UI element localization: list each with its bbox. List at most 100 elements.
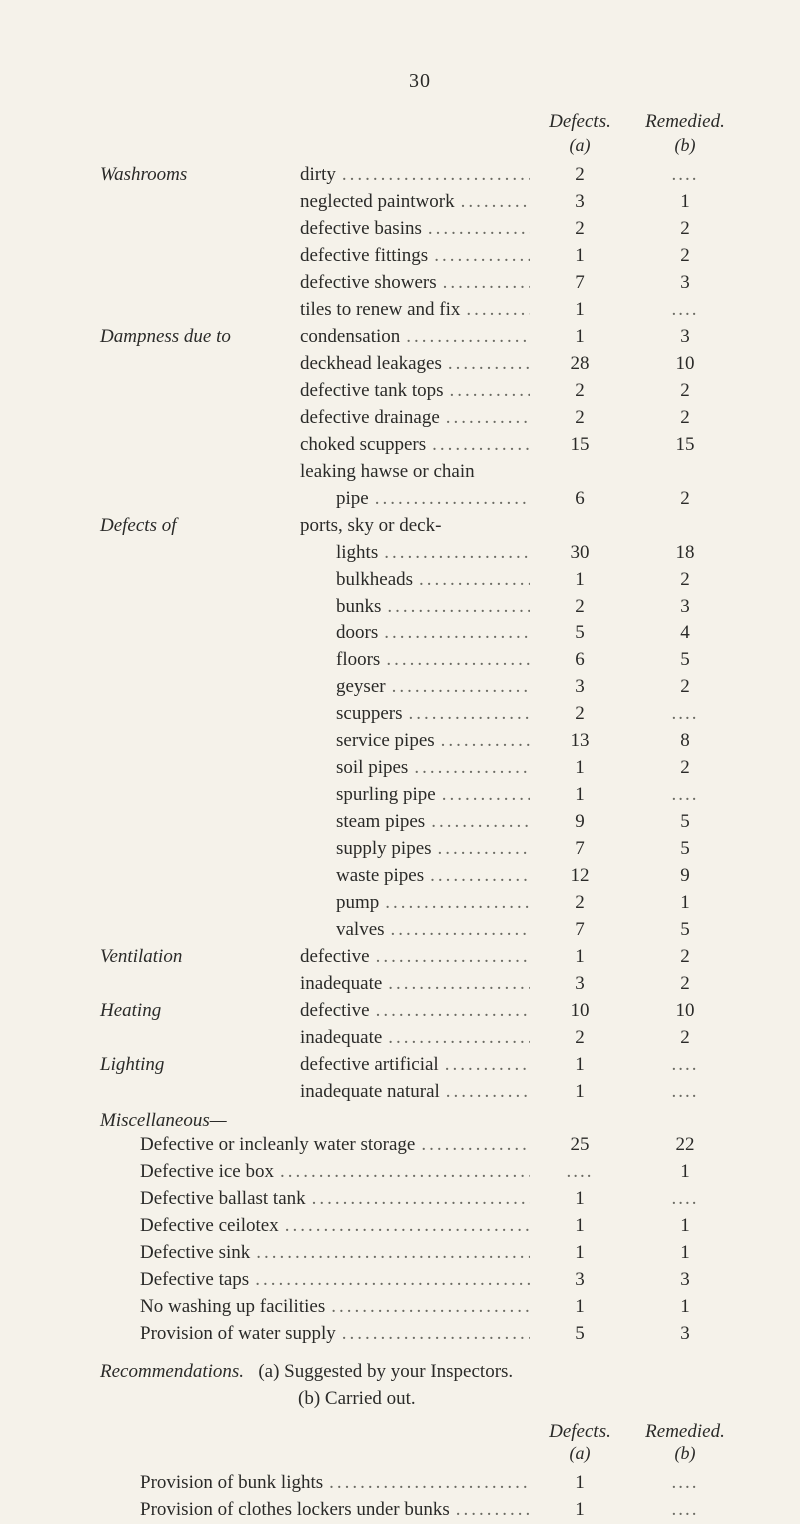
value-defects: 12	[530, 863, 630, 890]
value-remedied: 5	[630, 836, 740, 863]
item-name: waste pipes	[300, 863, 530, 890]
value-defects: 15	[530, 432, 630, 459]
table-row: Defective or incleanly water storage2522	[100, 1132, 740, 1159]
item-name: steam pipes	[300, 809, 530, 836]
table-row: defective basins22	[100, 216, 740, 243]
value-remedied: ....	[630, 1497, 740, 1524]
value-remedied: 4	[630, 620, 740, 647]
value-defects: ....	[530, 1159, 630, 1186]
table-row: Washroomsdirty2....	[100, 162, 740, 189]
tail-header-defects: Defects.	[530, 1421, 630, 1443]
value-defects: 2	[530, 378, 630, 405]
item-name: deckhead leakages	[300, 351, 530, 378]
tail-header-remedied: Remedied.	[630, 1421, 740, 1443]
item-name: soil pipes	[300, 755, 530, 782]
table-row: bulkheads12	[100, 567, 740, 594]
section-label: Ventilation	[100, 944, 300, 971]
table-row: soil pipes12	[100, 755, 740, 782]
item-name: defective drainage	[300, 405, 530, 432]
item-name: ports, sky or deck-	[300, 513, 530, 540]
item-name: valves	[300, 917, 530, 944]
value-defects: 2	[530, 890, 630, 917]
item-name: condensation	[300, 324, 530, 351]
sections: Washroomsdirty2....neglected paintwork31…	[100, 162, 740, 1106]
item-name: floors	[300, 647, 530, 674]
misc-item-label: Defective ceilotex	[100, 1213, 530, 1240]
misc-rows: Defective or incleanly water storage2522…	[100, 1132, 740, 1348]
item-name: defective showers	[300, 270, 530, 297]
value-defects: 3	[530, 674, 630, 701]
value-defects: 1	[530, 944, 630, 971]
table-row: Provision of clothes lockers under bunks…	[100, 1497, 740, 1524]
item-name: service pipes	[300, 728, 530, 755]
value-defects: 2	[530, 405, 630, 432]
misc-title: Miscellaneous—	[100, 1110, 740, 1132]
table-row: defective showers73	[100, 270, 740, 297]
value-defects: 3	[530, 1267, 630, 1294]
item-name: geyser	[300, 674, 530, 701]
value-defects: 1	[530, 755, 630, 782]
table-row: defective drainage22	[100, 405, 740, 432]
value-defects: 1	[530, 1240, 630, 1267]
item-name: neglected paintwork	[300, 189, 530, 216]
item-name: defective basins	[300, 216, 530, 243]
table-row: valves75	[100, 917, 740, 944]
value-remedied: 22	[630, 1132, 740, 1159]
value-defects: 1	[530, 567, 630, 594]
value-remedied: 2	[630, 405, 740, 432]
value-defects: 7	[530, 836, 630, 863]
recommendations-line-a: (a) Suggested by your Inspectors.	[258, 1361, 513, 1382]
page-number: 30	[100, 70, 740, 93]
tail-subheader-a: (a)	[530, 1443, 630, 1464]
table-row: service pipes138	[100, 728, 740, 755]
header-remedied: Remedied.	[630, 111, 740, 133]
value-defects: 1	[530, 324, 630, 351]
value-defects: 2	[530, 594, 630, 621]
value-defects: 25	[530, 1132, 630, 1159]
item-name: defective tank tops	[300, 378, 530, 405]
table-row: No washing up facilities11	[100, 1294, 740, 1321]
item-name: defective artificial	[300, 1052, 530, 1079]
table-row: choked scuppers1515	[100, 432, 740, 459]
table-row: doors54	[100, 620, 740, 647]
value-defects: 3	[530, 971, 630, 998]
value-remedied: 3	[630, 270, 740, 297]
value-remedied: ....	[630, 1186, 740, 1213]
value-remedied: ....	[630, 1079, 740, 1106]
table-row: geyser32	[100, 674, 740, 701]
value-remedied: ....	[630, 297, 740, 324]
table-row: Provision of water supply53	[100, 1321, 740, 1348]
value-defects: 1	[530, 243, 630, 270]
table-row: lights3018	[100, 540, 740, 567]
value-remedied: ....	[630, 1470, 740, 1497]
tail-column-subheaders: (a) (b)	[100, 1443, 740, 1464]
value-remedied: 2	[630, 1025, 740, 1052]
section-label: Defects of	[100, 513, 300, 540]
subheader-b: (b)	[630, 135, 740, 156]
value-remedied: 5	[630, 809, 740, 836]
table-row: Defective sink11	[100, 1240, 740, 1267]
item-name: scuppers	[300, 701, 530, 728]
value-remedied: 1	[630, 1213, 740, 1240]
value-remedied: 9	[630, 863, 740, 890]
item-name: supply pipes	[300, 836, 530, 863]
value-defects: 1	[530, 782, 630, 809]
item-name: choked scuppers	[300, 432, 530, 459]
section-label: Dampness due to	[100, 324, 300, 351]
table-row: Provision of bunk lights1....	[100, 1470, 740, 1497]
item-name: dirty	[300, 162, 530, 189]
misc-item-label: Defective or incleanly water storage	[100, 1132, 530, 1159]
tail-column-headers: Defects. Remedied.	[100, 1421, 740, 1443]
value-remedied: 2	[630, 216, 740, 243]
value-remedied: 8	[630, 728, 740, 755]
table-row: tiles to renew and fix1....	[100, 297, 740, 324]
value-defects: 7	[530, 270, 630, 297]
value-defects: 6	[530, 486, 630, 513]
value-defects: 1	[530, 1052, 630, 1079]
table-row: Ventilationdefective12	[100, 944, 740, 971]
header-defects: Defects.	[530, 111, 630, 133]
subheader-a: (a)	[530, 135, 630, 156]
item-name: leaking hawse or chain	[300, 459, 530, 486]
value-remedied: ....	[630, 701, 740, 728]
item-name: inadequate	[300, 971, 530, 998]
